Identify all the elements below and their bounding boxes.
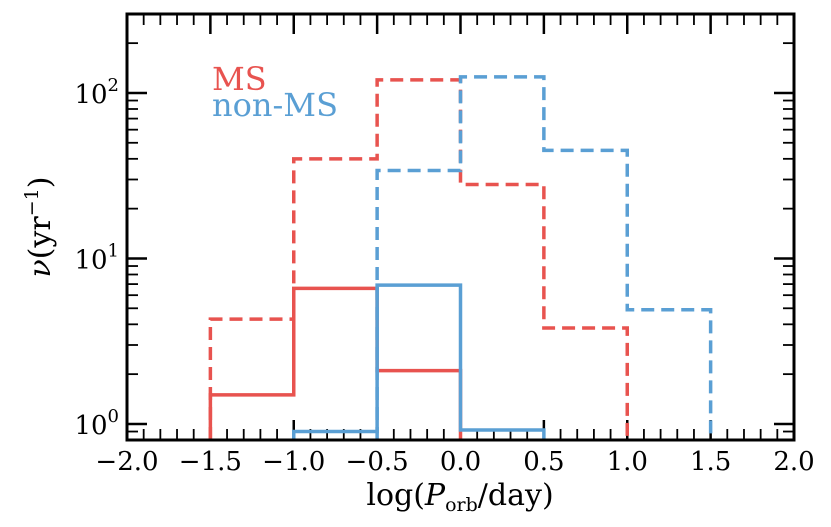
x-tick-label: 2.0 (773, 447, 814, 477)
series-ms-dashed (208, 78, 629, 440)
x-tick-label: −1.5 (179, 447, 242, 477)
legend-item-non-ms: non-MS (212, 86, 338, 124)
y-tick-label: 102 (74, 75, 119, 110)
x-axis-title: log(Porb/day) (366, 478, 553, 516)
series-ms-solid (208, 286, 463, 440)
x-tick-label: 1.5 (690, 447, 731, 477)
x-tick-labels: −2.0 −1.5 −1.0 −0.5 0.0 0.5 1.0 1.5 2.0 (95, 447, 814, 477)
plot-frame (125, 12, 796, 442)
y-axis-title: ν(yr−1) (21, 177, 58, 278)
x-tick-label: 0.5 (523, 447, 564, 477)
x-tick-label: −0.5 (346, 447, 409, 477)
legend-item-ms: MS (212, 60, 267, 98)
series-non-ms-solid (292, 283, 546, 440)
series-layer (208, 75, 713, 440)
y-tick-label: 101 (74, 240, 119, 275)
x-tick-label: 0.0 (440, 447, 481, 477)
series-non-ms-dashed (375, 75, 713, 440)
x-tick-label: −2.0 (95, 447, 158, 477)
x-tick-label: 1.0 (607, 447, 648, 477)
y-tick-labels: 100 101 102 (74, 75, 119, 441)
y-tick-label: 100 (74, 406, 119, 441)
x-tick-label: −1.0 (262, 447, 325, 477)
